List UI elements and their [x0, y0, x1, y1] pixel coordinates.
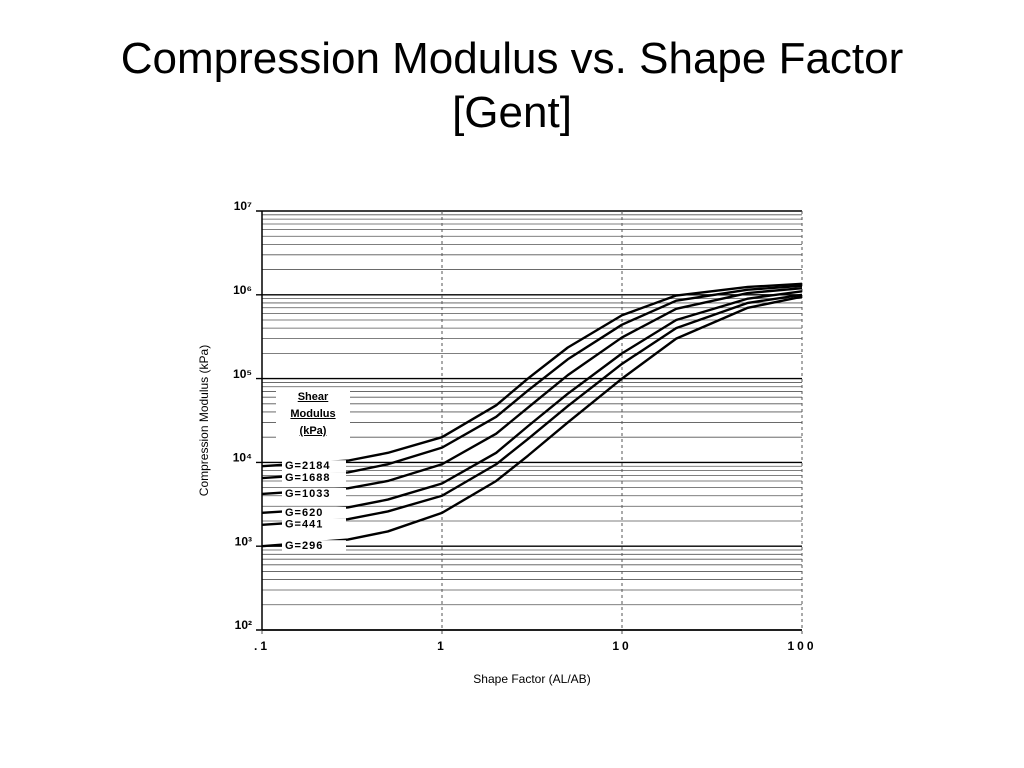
legend-label-bg — [282, 540, 346, 553]
legend-label: G=1688 — [285, 472, 330, 484]
series-line — [261, 290, 803, 515]
y-tick-label: 10⁷ — [234, 199, 252, 213]
series-line — [261, 295, 803, 548]
series-line — [261, 282, 803, 468]
x-tick-label: 10 — [612, 639, 631, 653]
y-tick-label: 10⁶ — [233, 283, 252, 297]
y-tick-label: 10² — [235, 618, 252, 632]
legend-label: G=1033 — [285, 488, 330, 500]
legend-label: G=2184 — [285, 460, 330, 472]
legend-label: G=441 — [285, 519, 323, 531]
legend-title: Shear Modulus (kPa) — [276, 389, 350, 440]
x-tick-label: 100 — [787, 639, 816, 653]
legend-label: G=620 — [285, 507, 323, 519]
legend-label: G=296 — [285, 540, 323, 552]
x-tick-label: 1 — [437, 639, 447, 653]
legend-label-bg — [282, 460, 346, 473]
y-tick-label: 10⁴ — [233, 451, 252, 465]
y-tick-label: 10³ — [235, 534, 252, 548]
series-line — [261, 286, 803, 496]
series-line — [261, 293, 803, 527]
legend-label-bg — [282, 472, 346, 485]
y-axis-label: Compression Modulus (kPa) — [197, 345, 211, 496]
x-tick-label: .1 — [254, 639, 270, 653]
legend-label-bg — [282, 518, 346, 531]
x-axis-label: Shape Factor (AL/AB) — [473, 672, 590, 686]
series-line — [261, 284, 803, 480]
legend-label-bg — [282, 506, 346, 519]
y-tick-label: 10⁵ — [233, 367, 252, 381]
slide-title: Compression Modulus vs. Shape Factor [Ge… — [120, 34, 904, 137]
legend-label-bg — [282, 487, 346, 500]
